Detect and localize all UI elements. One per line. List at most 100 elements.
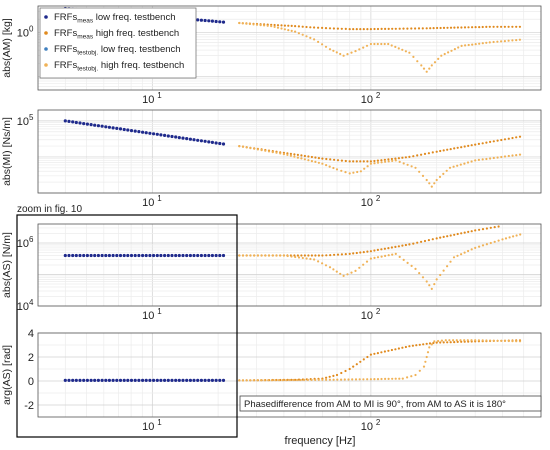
data-point xyxy=(453,233,456,236)
data-point xyxy=(273,23,276,27)
data-point xyxy=(489,157,492,160)
data-point xyxy=(111,378,115,382)
data-point xyxy=(85,122,89,126)
data-point xyxy=(446,235,449,238)
data-point xyxy=(277,379,281,382)
data-point xyxy=(207,19,211,23)
data-point xyxy=(238,254,241,257)
data-point xyxy=(453,147,456,150)
data-point xyxy=(332,27,335,30)
data-point xyxy=(384,27,387,30)
data-point xyxy=(373,378,376,381)
data-point xyxy=(423,152,427,155)
data-point xyxy=(155,132,159,136)
data-point xyxy=(74,120,78,125)
data-point xyxy=(71,120,75,124)
data-point xyxy=(280,24,283,27)
data-point xyxy=(159,133,163,137)
data-point xyxy=(455,339,458,342)
data-point xyxy=(96,124,100,128)
data-point xyxy=(321,378,324,381)
series-test_high xyxy=(238,21,522,73)
data-point xyxy=(401,48,404,51)
data-point xyxy=(376,159,379,162)
data-point xyxy=(394,377,397,380)
data-point xyxy=(249,254,252,257)
data-point xyxy=(387,42,390,46)
data-point xyxy=(118,378,123,382)
data-point xyxy=(259,379,263,382)
data-point xyxy=(408,155,411,158)
data-point xyxy=(282,153,285,156)
data-point xyxy=(355,251,358,255)
data-point xyxy=(489,339,492,342)
data-point xyxy=(221,378,226,382)
y-axis-label: abs(MI) [Ns/m] xyxy=(1,117,13,186)
data-point xyxy=(115,378,119,382)
data-point xyxy=(411,344,414,347)
data-point xyxy=(314,156,317,159)
data-point xyxy=(290,24,293,27)
data-point xyxy=(267,379,270,382)
data-point xyxy=(511,154,514,157)
data-point xyxy=(429,27,432,30)
series-meas_low xyxy=(63,119,226,146)
data-point xyxy=(418,272,421,275)
data-point xyxy=(456,26,459,29)
data-point xyxy=(398,27,401,30)
data-point xyxy=(192,138,196,142)
data-point xyxy=(328,375,331,378)
data-point xyxy=(518,135,522,138)
data-point xyxy=(457,46,460,49)
data-point xyxy=(496,40,499,43)
data-point xyxy=(456,146,459,149)
data-point xyxy=(488,25,491,28)
data-point xyxy=(414,27,417,30)
data-point xyxy=(283,28,286,31)
data-point xyxy=(67,253,71,258)
data-point xyxy=(426,351,430,354)
data-point xyxy=(416,241,419,244)
data-point xyxy=(317,157,320,160)
data-point xyxy=(129,378,134,382)
data-point xyxy=(305,257,308,260)
data-point xyxy=(340,378,343,381)
axes-frame xyxy=(37,5,542,91)
data-point xyxy=(359,360,362,363)
data-point xyxy=(78,378,82,382)
data-point xyxy=(402,258,405,261)
data-point xyxy=(271,254,274,257)
data-point xyxy=(507,339,510,343)
data-point xyxy=(501,238,504,241)
data-point xyxy=(394,27,397,30)
data-point xyxy=(289,152,292,155)
data-point xyxy=(430,287,433,290)
data-point xyxy=(359,251,362,254)
data-point xyxy=(263,24,266,27)
data-point xyxy=(497,239,500,242)
data-point xyxy=(373,256,376,259)
data-point xyxy=(321,43,324,46)
data-point xyxy=(340,159,343,162)
data-point xyxy=(369,378,372,381)
data-point xyxy=(391,253,394,256)
data-point xyxy=(376,27,380,31)
data-point xyxy=(418,170,421,173)
data-point xyxy=(241,22,244,25)
data-point xyxy=(199,253,203,258)
data-point xyxy=(245,254,248,257)
data-point xyxy=(427,239,430,242)
legend-label: FRFsmeas low freq. testbench xyxy=(54,12,176,25)
data-point xyxy=(511,340,514,343)
data-point xyxy=(463,251,466,254)
data-point xyxy=(369,257,372,260)
legend: FRFsmeas low freq. testbench FRFsmeas hig… xyxy=(39,7,197,79)
data-point xyxy=(332,166,335,170)
data-point xyxy=(471,26,474,29)
data-point xyxy=(425,70,428,73)
data-point xyxy=(281,379,284,382)
data-point xyxy=(260,149,263,152)
data-point xyxy=(387,158,390,161)
data-point xyxy=(406,261,409,264)
data-point xyxy=(286,152,289,155)
